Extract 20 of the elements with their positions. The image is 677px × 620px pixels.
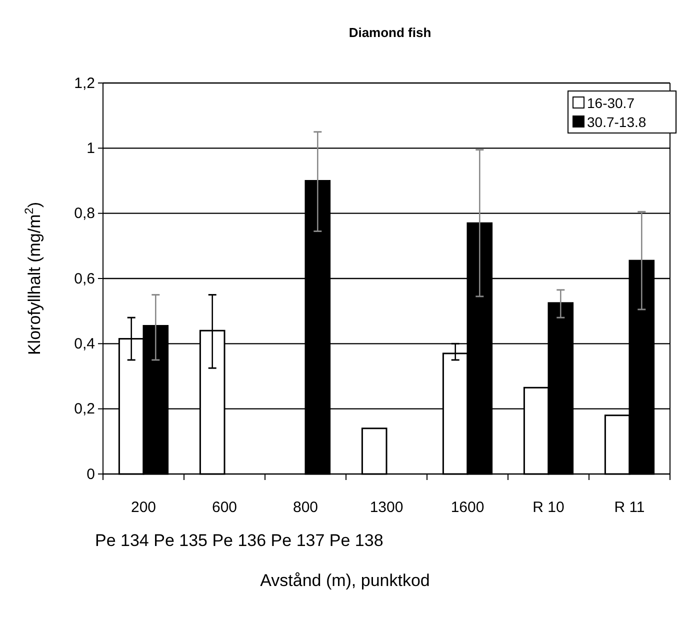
x-tick-label: 1600 <box>450 499 484 516</box>
legend-label: 16-30.7 <box>587 95 635 111</box>
x-tick-label: 800 <box>292 499 318 516</box>
y-tick-label: 1 <box>86 140 95 157</box>
x-axis-title: Avstånd (m), punktkod <box>260 571 430 590</box>
y-tick-label: 0 <box>86 466 95 483</box>
x-tick-label: 600 <box>212 499 238 516</box>
y-tick-label: 0,8 <box>74 205 95 222</box>
y-tick-label: 0,4 <box>74 335 95 352</box>
y-tick-label: 1,2 <box>74 74 95 92</box>
text: Pe 134 Pe 135 Pe 136 Pe 137 Pe 138 <box>95 531 384 550</box>
x-tick-label: 200 <box>130 499 156 516</box>
y-tick-label: 0,2 <box>74 400 95 418</box>
x-tick-label: R 11 <box>614 499 645 516</box>
bar <box>361 428 388 475</box>
x-tick-label: 1300 <box>370 499 404 516</box>
legend-label: 30.7-13.8 <box>587 114 646 130</box>
chart-title: Diamond fish <box>348 25 432 40</box>
x-tick-label: R 10 <box>532 499 564 516</box>
y-tick-label: 0,6 <box>74 270 95 288</box>
